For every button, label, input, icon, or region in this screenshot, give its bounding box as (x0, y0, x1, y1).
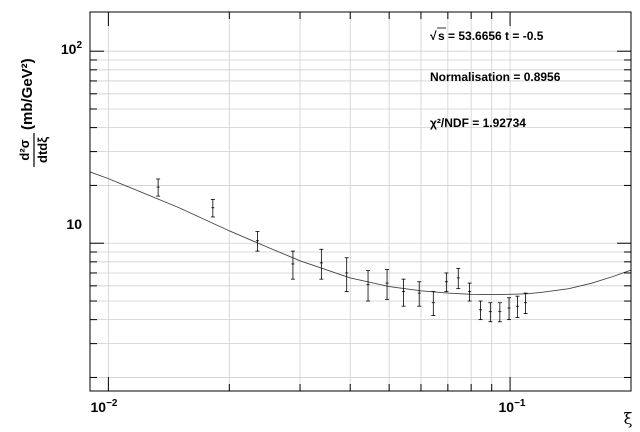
data-point (444, 272, 449, 292)
data-point (385, 269, 390, 300)
data-point (210, 199, 215, 218)
data-point (467, 282, 472, 302)
data-point (497, 302, 502, 323)
sqrt-symbol: √ (430, 29, 437, 43)
data-point (319, 248, 324, 280)
data-point (290, 250, 295, 280)
y-axis-title-unit: (mb/GeV²) (19, 58, 36, 130)
y-tick-label-10: 10 (66, 216, 82, 232)
plot-frame (89, 11, 632, 392)
data-point (523, 292, 528, 315)
grid (89, 12, 631, 391)
annotation-energy: √ s = 53.6656 t = -0.5 (430, 27, 544, 43)
y-tick-label-100: 102 (61, 40, 83, 57)
data-point (344, 257, 349, 292)
annotation-normalisation: Normalisation = 0.8956 (430, 70, 561, 84)
data-point (366, 270, 371, 302)
data-point (488, 302, 493, 323)
data-point (507, 297, 512, 321)
y-axis-title: (mb/GeV²) d²σ dtdξ (17, 58, 50, 167)
data-point (456, 267, 461, 290)
x-tick-label-2: 10−1 (499, 398, 526, 415)
data-point (478, 300, 483, 321)
x-tick-label-1: 10−2 (91, 398, 118, 415)
fit-curve-layer (89, 171, 632, 296)
data-point (255, 231, 260, 252)
data-point (515, 295, 520, 318)
data-point (156, 178, 161, 197)
fit-curve-line (89, 171, 632, 296)
data-point (431, 291, 436, 316)
x-axis-title: ξ (624, 409, 633, 428)
energy-text: s = 53.6656 t = -0.5 (438, 29, 544, 43)
data-point (417, 281, 422, 307)
axis-ticks (89, 12, 631, 391)
annotation-chi2: χ²/NDF = 1.92734 (430, 116, 526, 130)
y-axis-title-denominator: dtdξ (35, 137, 50, 163)
data-point (401, 278, 406, 307)
data-points-layer (156, 178, 528, 323)
y-axis-title-numerator: d²σ (17, 139, 32, 160)
